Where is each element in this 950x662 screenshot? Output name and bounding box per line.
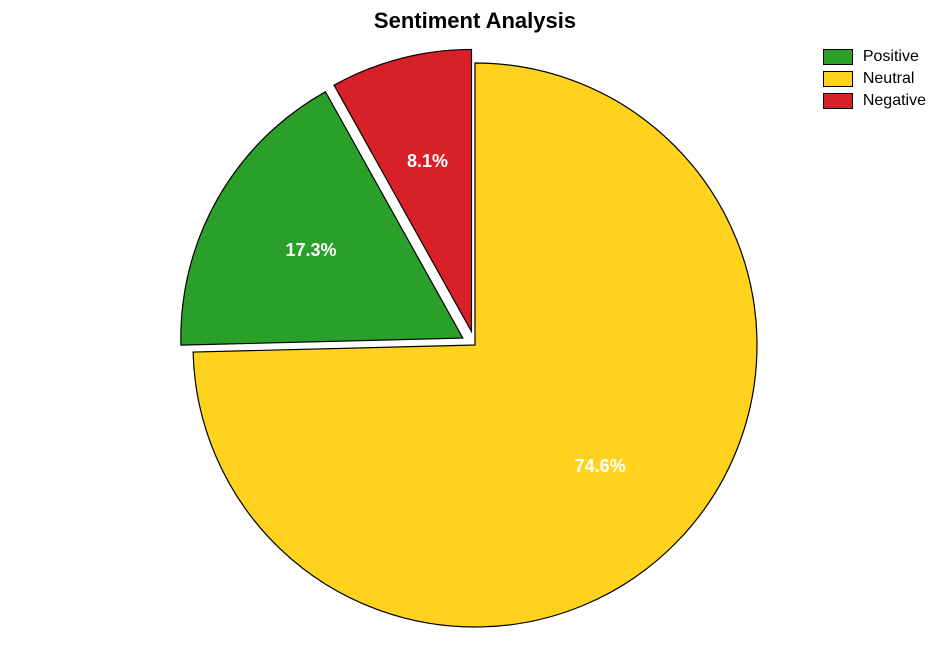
legend: Positive Neutral Negative (823, 48, 926, 114)
legend-swatch-neutral (823, 71, 853, 87)
legend-item-neutral: Neutral (823, 70, 926, 88)
slice-label-neutral: 74.6% (575, 456, 626, 476)
legend-swatch-negative (823, 93, 853, 109)
chart-container: Sentiment Analysis 74.6%17.3%8.1% Positi… (0, 0, 950, 662)
pie-chart-svg: 74.6% 17.3% 8.1% (0, 0, 950, 662)
legend-label-neutral: Neutral (863, 70, 915, 88)
legend-label-negative: Negative (863, 92, 926, 110)
legend-item-positive: Positive (823, 48, 926, 66)
legend-label-positive: Positive (863, 48, 919, 66)
slice-label-positive: 17.3% (285, 240, 336, 260)
legend-item-negative: Negative (823, 92, 926, 110)
legend-swatch-positive (823, 49, 853, 65)
slice-label-negative: 8.1% (407, 151, 448, 171)
